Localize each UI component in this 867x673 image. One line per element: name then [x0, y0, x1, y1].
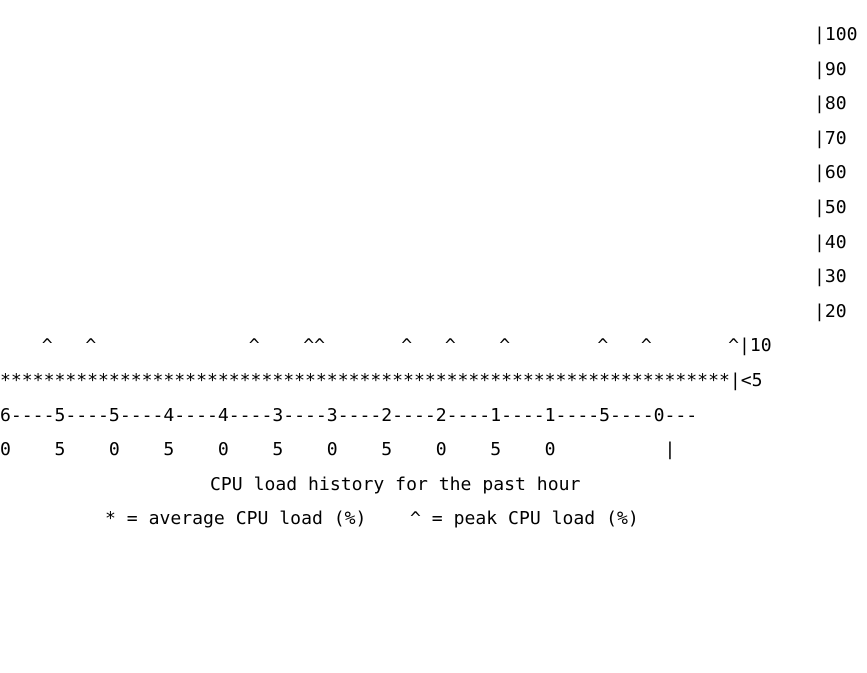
y-axis-label-100: |100: [814, 24, 858, 45]
graph-caption: CPU load history for the past hour: [210, 473, 581, 495]
x-axis-bottom-row: 0 5 0 5 0 5 0 5 0 5 0 |: [0, 439, 676, 461]
average-load-row: ****************************************…: [0, 369, 763, 391]
y-axis-label-30: |30: [814, 266, 847, 288]
y-axis-label-40: |40: [814, 231, 847, 253]
cpu-load-ascii-graph: |100 |90 |80 |70 |60 |50 |40 |30 |20 ^ ^…: [0, 18, 867, 537]
graph-legend: * = average CPU load (%) ^ = peak CPU lo…: [105, 508, 639, 530]
y-axis-label-70: |70: [814, 127, 847, 149]
y-axis-label-50: |50: [814, 196, 847, 218]
y-axis-label-60: |60: [814, 162, 847, 184]
y-axis-label-80: |80: [814, 93, 847, 115]
y-axis-label-90: |90: [814, 58, 847, 80]
peak-load-row: ^ ^ ^ ^^ ^ ^ ^ ^ ^ ^|10: [20, 335, 772, 357]
x-axis-top-row: 6----5----5----4----4----3----3----2----…: [0, 404, 698, 426]
y-axis-label-20: |20: [814, 300, 847, 322]
